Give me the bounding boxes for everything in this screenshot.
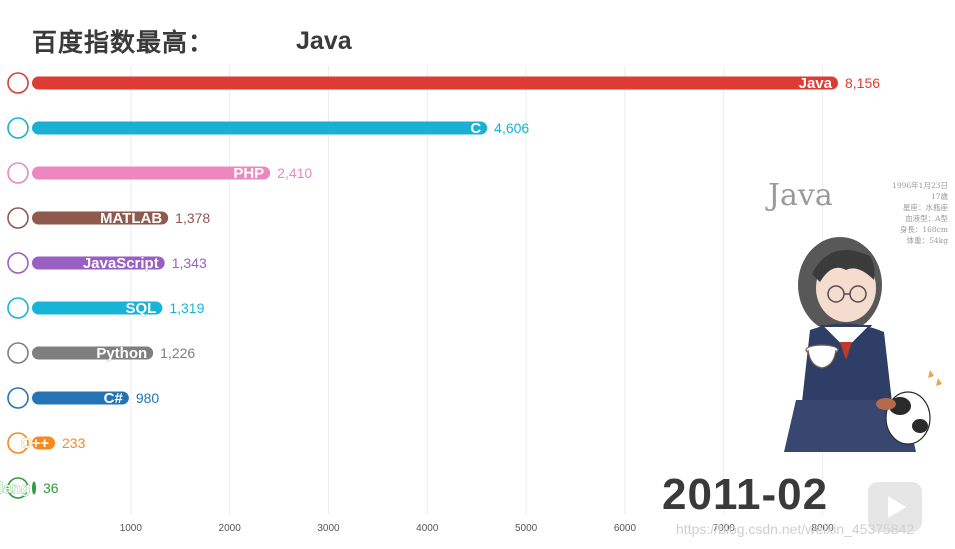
bars: Java 8,156 C 4,606 PHP 2,410 MATLAB 1,378 JavaSc… bbox=[0, 72, 880, 499]
bar-value-label: 4,606 bbox=[494, 120, 529, 136]
bar-category-label: MATLAB bbox=[100, 210, 162, 227]
bar-category-label: SQL bbox=[126, 300, 157, 317]
bar bbox=[32, 481, 36, 495]
row-marker bbox=[7, 207, 29, 229]
row-marker bbox=[7, 297, 29, 319]
play-icon bbox=[888, 496, 906, 518]
chart-title: 百度指数最高： Java bbox=[32, 24, 352, 58]
mascot-info-line: 体重：54kg bbox=[906, 236, 948, 245]
row-marker bbox=[7, 432, 29, 454]
x-tick-label: 7000 bbox=[713, 523, 736, 534]
row-marker bbox=[7, 252, 29, 274]
x-tick-label: 1000 bbox=[120, 523, 143, 534]
mascot-name: Java bbox=[768, 178, 833, 213]
bar-value-label: 36 bbox=[43, 480, 59, 496]
x-tick-label: 5000 bbox=[515, 523, 538, 534]
bar-value-label: 1,226 bbox=[160, 345, 195, 361]
mascot-info-line: 星座：水瓶座 bbox=[903, 203, 948, 212]
play-button[interactable] bbox=[868, 482, 922, 532]
bar bbox=[32, 166, 271, 180]
bar-category-label: Golang bbox=[0, 480, 30, 497]
x-tick-label: 3000 bbox=[317, 523, 340, 534]
bar bbox=[32, 391, 129, 405]
mascot-info: 1996年1月23日 17歳 星座：水瓶座 血液型：A型 身長：168cm 体重… bbox=[892, 180, 948, 246]
bar-value-label: 8,156 bbox=[845, 75, 880, 91]
bar-value-label: 1,319 bbox=[169, 300, 204, 316]
bar bbox=[32, 301, 163, 315]
bar-category-label: JavaScript bbox=[83, 255, 159, 272]
title-prefix: 百度指数最高： bbox=[32, 29, 215, 57]
bar bbox=[32, 121, 488, 135]
row-marker bbox=[7, 387, 29, 409]
bar-category-label: C bbox=[470, 120, 481, 137]
bar-value-label: 233 bbox=[62, 435, 86, 451]
bar bbox=[32, 436, 56, 450]
x-axis: 1000 2000 3000 4000 5000 6000 7000 8000 bbox=[120, 523, 834, 534]
bar-category-label: C# bbox=[104, 390, 124, 407]
row-marker bbox=[7, 477, 29, 499]
bar bbox=[32, 256, 165, 270]
bar bbox=[32, 211, 169, 225]
row-marker bbox=[7, 162, 29, 184]
row-marker bbox=[7, 117, 29, 139]
bar-category-label: Python bbox=[96, 345, 147, 362]
bar-value-label: 2,410 bbox=[277, 165, 312, 181]
x-tick-label: 2000 bbox=[219, 523, 242, 534]
x-tick-label: 4000 bbox=[416, 523, 439, 534]
bar bbox=[32, 76, 838, 90]
mascot-info-line: 1996年1月23日 bbox=[892, 181, 948, 190]
row-marker bbox=[7, 72, 29, 94]
mascot-info-line: 17歳 bbox=[930, 192, 948, 201]
bar-category-label: Java bbox=[799, 75, 833, 92]
leader-name: Java bbox=[296, 26, 352, 55]
watermark: https://blog.csdn.net/weixin_45375842 bbox=[676, 521, 915, 537]
bar bbox=[32, 346, 154, 360]
bar-value-label: 1,343 bbox=[172, 255, 207, 271]
mascot-info-line: 血液型：A型 bbox=[905, 214, 948, 223]
bar-category-label: PHP bbox=[233, 165, 264, 182]
row-marker bbox=[7, 342, 29, 364]
x-tick-label: 6000 bbox=[614, 523, 637, 534]
bar-category-label: C++ bbox=[21, 435, 50, 452]
grid-lines bbox=[130, 66, 824, 515]
bar-value-label: 980 bbox=[136, 390, 160, 406]
bar-value-label: 1,378 bbox=[175, 210, 210, 226]
mascot-panel: Java 1996年1月23日 17歳 星座：水瓶座 血液型：A型 身長：168… bbox=[760, 170, 950, 470]
mascot-info-line: 身長：168cm bbox=[899, 225, 948, 234]
mascot-illustration bbox=[784, 237, 942, 452]
period-label: 2011-02 bbox=[662, 470, 829, 519]
x-tick-label: 8000 bbox=[811, 523, 834, 534]
